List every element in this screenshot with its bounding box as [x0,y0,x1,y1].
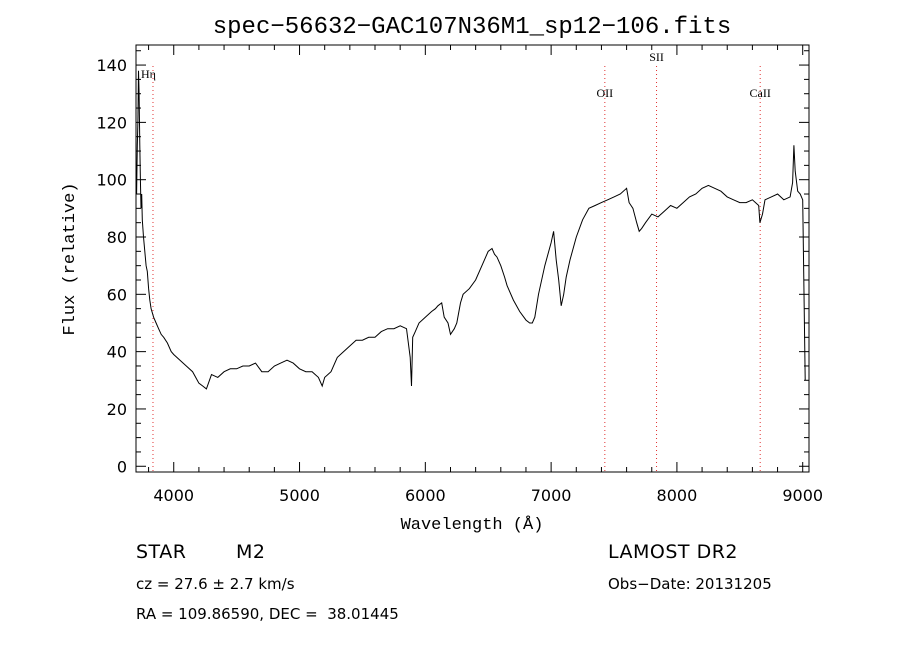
x-tick-label-2: 6000 [405,486,446,505]
y-tick-label-1: 20 [107,400,127,419]
x-tick-label-0: 4000 [153,486,194,505]
observation-date: Obs−Date: 20131205 [608,575,772,593]
redshift-value: cz = 27.6 ± 2.7 km/s [136,575,295,593]
x-tick-label-1: 5000 [279,486,320,505]
y-tick-label-2: 40 [107,343,127,362]
object-subclass: M2 [236,541,266,563]
x-tick-label-3: 7000 [531,486,572,505]
object-class: STAR [136,541,187,563]
y-tick-label-5: 100 [96,171,127,190]
sky-coordinates: RA = 109.86590, DEC = 38.01445 [136,605,399,623]
y-tick-label-7: 140 [96,56,127,75]
marker-label-2: SII [649,50,664,64]
emission-line-markers: Hη OII SII CaII [141,50,771,472]
plot-frame [135,44,810,473]
marker-label-1: OII [596,86,613,100]
x-axis-label: Wavelength (Å) [401,516,544,535]
y-tick-label-0: 0 [117,457,127,476]
chart-title: spec−56632−GAC107N36M1_sp12−106.fits [213,14,731,41]
x-tick-label-4: 8000 [657,486,698,505]
y-axis-label: Flux (relative) [61,182,80,335]
spectrum-series-line [135,70,806,390]
marker-label-0: Hη [141,67,156,81]
x-tick-label-5: 9000 [782,486,823,505]
y-tick-label-3: 60 [107,285,127,304]
axis-ticks: 4000 5000 6000 7000 8000 9000 0 20 40 60 80 100 120 1… [96,45,823,505]
y-tick-label-6: 120 [96,113,127,132]
marker-label-3: CaII [750,86,771,100]
y-tick-label-4: 80 [107,228,127,247]
survey-name: LAMOST DR2 [608,541,738,563]
